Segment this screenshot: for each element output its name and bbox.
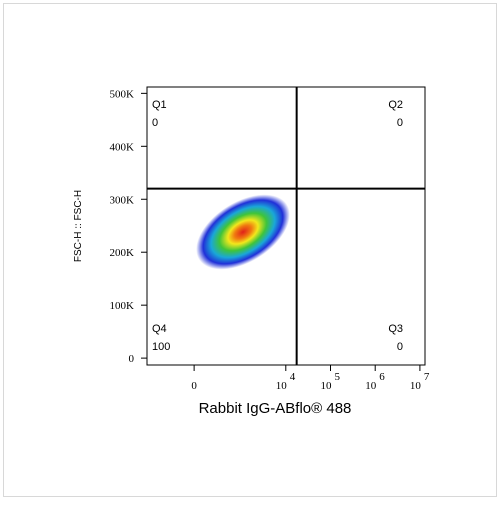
- quadrant-percent: 0: [397, 117, 403, 129]
- outer-frame: [3, 3, 497, 497]
- x-tick-power: 6: [379, 371, 385, 383]
- quadrant-name: Q3: [388, 323, 403, 335]
- quadrant-percent: 100: [152, 341, 170, 353]
- population-cloud: [196, 194, 290, 270]
- x-tick-label: 10: [410, 380, 422, 392]
- x-tick-label: 10: [320, 380, 332, 392]
- quadrant-name: Q1: [152, 99, 167, 111]
- x-tick-power: 4: [290, 371, 296, 383]
- y-tick-label: 300K: [110, 194, 135, 206]
- x-tick-power: 7: [424, 371, 430, 383]
- quadrant-percent: 0: [152, 117, 158, 129]
- x-axis-label: Rabbit IgG-ABflo® 488: [199, 400, 352, 417]
- y-tick-label: 400K: [110, 141, 135, 153]
- y-axis-label: FSC-H :: FSC-H: [73, 190, 84, 262]
- x-tick-label: 0: [191, 380, 197, 392]
- y-tick-label: 200K: [110, 247, 135, 259]
- x-tick-power: 5: [334, 371, 340, 383]
- y-tick-label: 500K: [110, 88, 135, 100]
- quadrant-percent: 0: [397, 341, 403, 353]
- x-tick-label: 10: [276, 380, 288, 392]
- y-tick-label: 100K: [110, 300, 135, 312]
- quadrant-name: Q4: [152, 323, 167, 335]
- y-tick-label: 0: [129, 353, 135, 365]
- x-tick-label: 10: [365, 380, 377, 392]
- quadrant-name: Q2: [388, 99, 403, 111]
